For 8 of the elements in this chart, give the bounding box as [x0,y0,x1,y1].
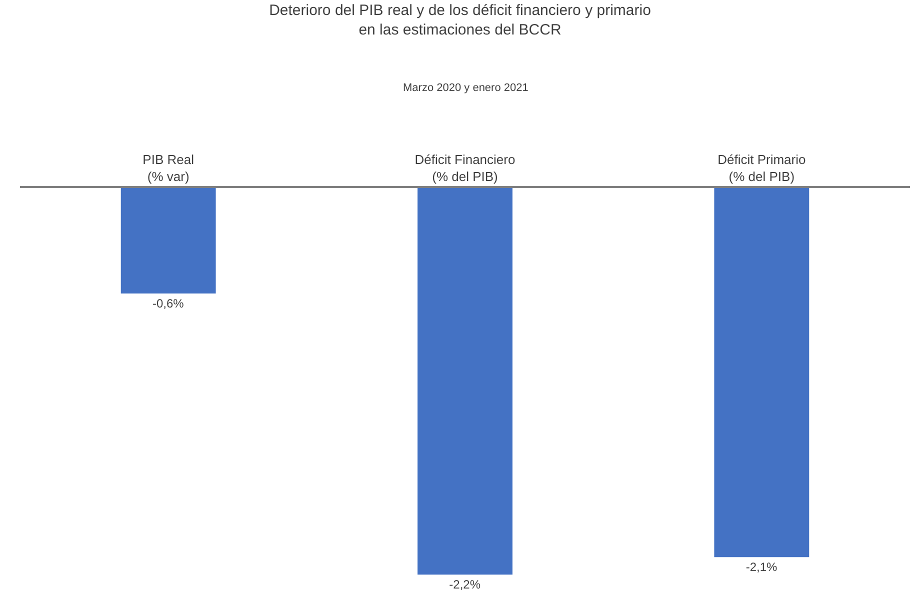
data-label: -2,2% [449,578,481,592]
chart-title: Deterioro del PIB real y de los déficit financiero y primario en las estimaciones del BCCR [269,2,651,39]
x-tick-label: Déficit Primario (% del PIB) [718,152,806,184]
x-tick-label: PIB Real (% var) [142,152,194,184]
chart-subtitle: Marzo 2020 y enero 2021 [403,82,528,94]
data-label: -2,1% [746,560,778,574]
x-tick-label: Déficit Financiero (% del PIB) [414,152,516,184]
data-label: -0,6% [152,296,184,310]
